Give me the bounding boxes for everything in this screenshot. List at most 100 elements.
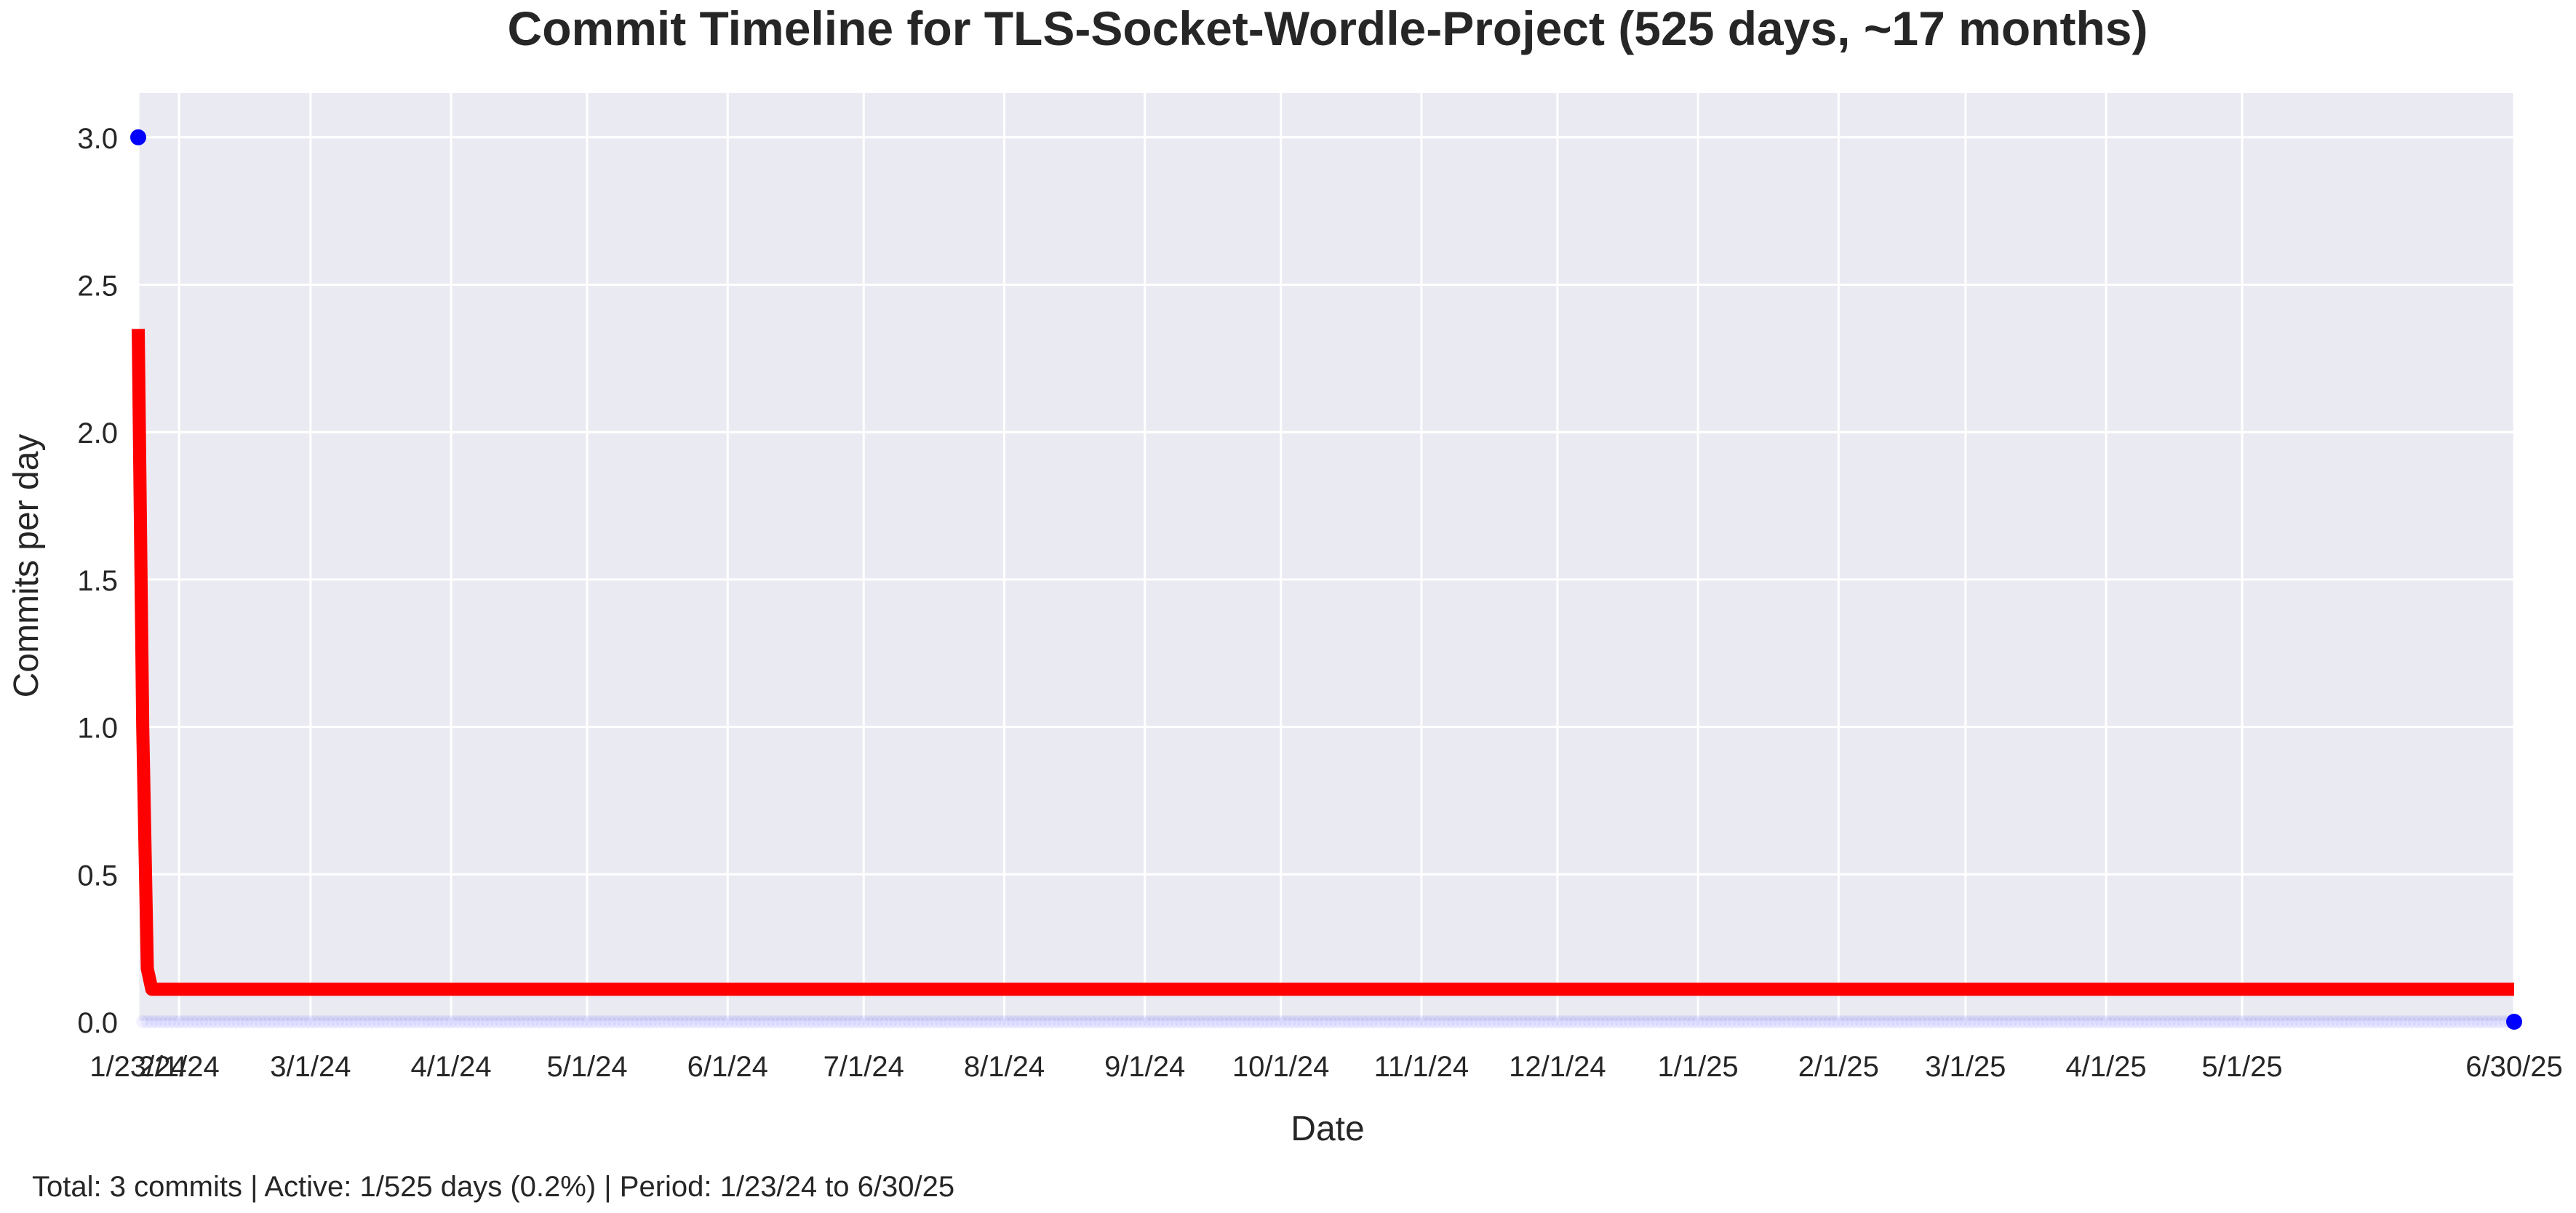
zero-day-point [2113, 1015, 2126, 1028]
zero-day-point [195, 1015, 209, 1028]
zero-day-point [1632, 1015, 1646, 1028]
zero-day-point [136, 1015, 150, 1028]
zero-day-point [1668, 1015, 1682, 1028]
zero-day-point [512, 1015, 526, 1028]
zero-day-point [743, 1015, 757, 1028]
zero-day-point [1219, 1015, 1233, 1028]
zero-day-point [349, 1015, 363, 1028]
zero-day-point [295, 1015, 308, 1028]
zero-day-point [1056, 1015, 1070, 1028]
zero-day-point [2380, 1015, 2394, 1028]
zero-day-point [1741, 1015, 1755, 1028]
zero-day-point [218, 1015, 231, 1028]
zero-day-point [1016, 1015, 1029, 1028]
zero-day-point [1641, 1015, 1655, 1028]
zero-day-point [2122, 1015, 2136, 1028]
zero-day-point [1836, 1015, 1850, 1028]
zero-day-point [1768, 1015, 1782, 1028]
zero-day-point [603, 1015, 617, 1028]
zero-day-point [1138, 1015, 1152, 1028]
zero-day-point [2086, 1015, 2100, 1028]
zero-day-point [340, 1015, 354, 1028]
zero-day-point [2058, 1015, 2072, 1028]
zero-day-point [1011, 1015, 1025, 1028]
zero-day-point [1627, 1015, 1641, 1028]
zero-day-point [1750, 1015, 1764, 1028]
zero-day-point [530, 1015, 544, 1028]
zero-day-point [1401, 1015, 1415, 1028]
x-tick-label: 7/1/24 [824, 1051, 904, 1083]
zero-day-point [789, 1015, 802, 1028]
zero-day-point [671, 1015, 685, 1028]
zero-day-point [1483, 1015, 1496, 1028]
zero-day-point [1990, 1015, 2004, 1028]
zero-day-point [1061, 1015, 1074, 1028]
zero-day-point [1609, 1015, 1623, 1028]
zero-day-point [775, 1015, 789, 1028]
zero-day-point [362, 1015, 376, 1028]
zero-day-point [421, 1015, 435, 1028]
zero-day-point [2471, 1015, 2485, 1028]
zero-day-point [1152, 1015, 1165, 1028]
zero-day-point [2244, 1015, 2258, 1028]
zero-day-point [508, 1015, 522, 1028]
zero-day-point [1981, 1015, 1995, 1028]
zero-day-point [1414, 1015, 1428, 1028]
zero-day-point [2249, 1015, 2262, 1028]
zero-day-point [1704, 1015, 1718, 1028]
trend-line [132, 329, 2514, 996]
zero-day-point [752, 1015, 766, 1028]
zero-day-point [163, 1015, 177, 1028]
zero-day-point [861, 1015, 875, 1028]
zero-day-point [1809, 1015, 1823, 1028]
zero-day-point [1278, 1015, 1292, 1028]
zero-day-point [2230, 1015, 2244, 1028]
zero-day-point [612, 1015, 626, 1028]
zero-day-point [1355, 1015, 1369, 1028]
zero-day-point [1519, 1015, 1533, 1028]
zero-day-point [1963, 1015, 1977, 1028]
zero-day-point [1732, 1015, 1746, 1028]
zero-day-point [1873, 1015, 1886, 1028]
zero-day-point [376, 1015, 390, 1028]
zero-day-point [2421, 1015, 2435, 1028]
zero-day-point [1759, 1015, 1773, 1028]
zero-day-point [875, 1015, 889, 1028]
zero-day-point [961, 1015, 975, 1028]
zero-day-point [562, 1015, 576, 1028]
zero-day-point [1065, 1015, 1079, 1028]
zero-day-point [1895, 1015, 1909, 1028]
zero-day-point [1727, 1015, 1741, 1028]
zero-day-point [399, 1015, 412, 1028]
zero-day-point [1922, 1015, 1936, 1028]
zero-day-point [630, 1015, 644, 1028]
zero-day-point [639, 1015, 653, 1028]
zero-day-point [1700, 1015, 1714, 1028]
zero-day-point [2236, 1015, 2249, 1028]
zero-day-point [1637, 1015, 1651, 1028]
zero-day-point [439, 1015, 453, 1028]
zero-day-point [1523, 1015, 1537, 1028]
zero-day-point [970, 1015, 984, 1028]
zero-day-point [526, 1015, 540, 1028]
zero-day-point [1074, 1015, 1088, 1028]
zero-day-point [675, 1015, 689, 1028]
x-tick-label: 5/1/25 [2201, 1051, 2282, 1083]
zero-day-point [1201, 1015, 1215, 1028]
zero-day-point [386, 1015, 399, 1028]
zero-day-point [1020, 1015, 1034, 1028]
x-tick-label: 3/1/25 [1925, 1051, 2006, 1083]
zero-day-point [658, 1015, 671, 1028]
zero-day-point [281, 1015, 295, 1028]
zero-day-point [1546, 1015, 1560, 1028]
zero-day-point [589, 1015, 603, 1028]
zero-day-point [2425, 1015, 2439, 1028]
zero-day-point [1673, 1015, 1687, 1028]
zero-day-point [766, 1015, 780, 1028]
zero-day-point [2340, 1015, 2353, 1028]
zero-day-point [644, 1015, 658, 1028]
plot-background [138, 93, 2514, 1022]
zero-day-point [567, 1015, 581, 1028]
zero-day-point [1927, 1015, 1941, 1028]
x-tick-label: 9/1/24 [1104, 1051, 1185, 1083]
